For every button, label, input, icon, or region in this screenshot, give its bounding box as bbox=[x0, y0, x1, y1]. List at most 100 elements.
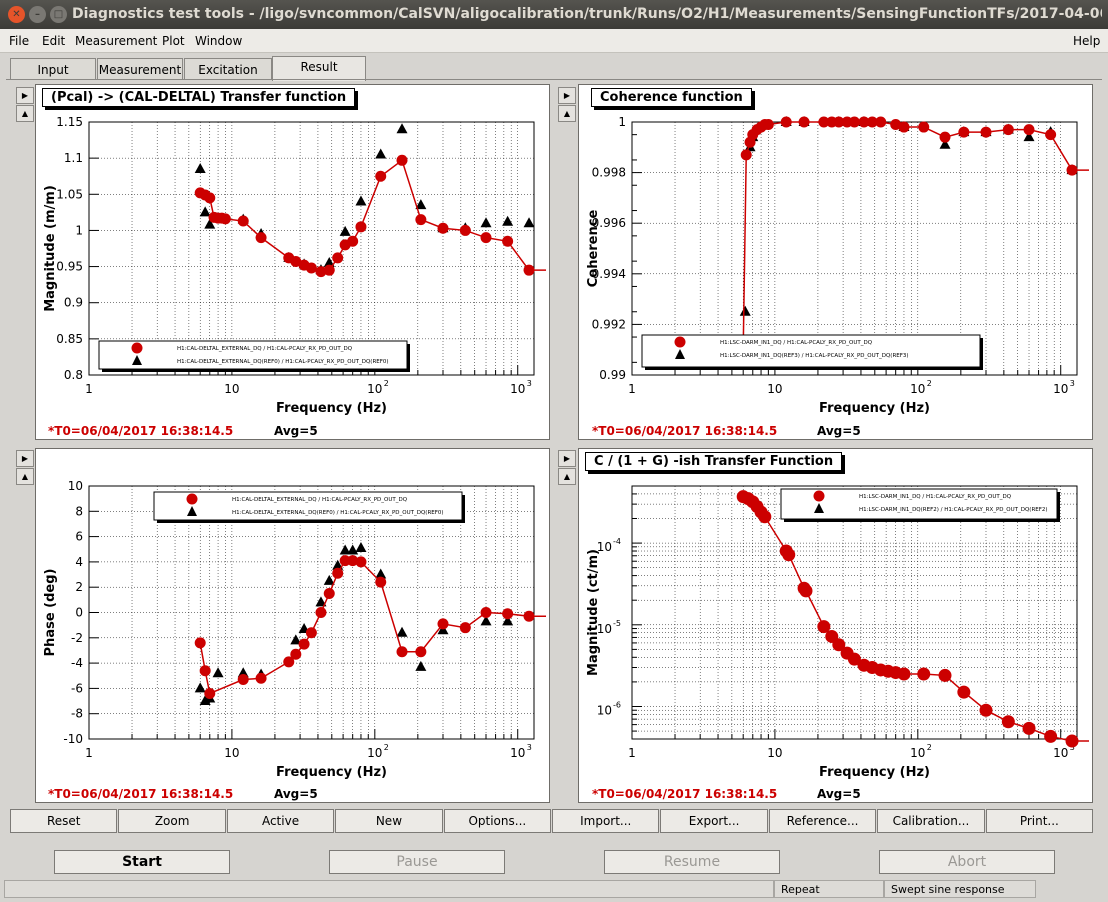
panel-br-right-arrow[interactable]: ▶ bbox=[558, 450, 576, 467]
ref-data-point bbox=[415, 199, 427, 210]
close-icon[interactable]: ✕ bbox=[8, 6, 25, 23]
x-tick-exponent: 3 bbox=[527, 743, 532, 752]
legend-marker-ref bbox=[814, 503, 824, 513]
plot-panel-phase[interactable]: 1 10 10 2 10 3 Frequency (Hz) Phase (deg) 10 8 6 4 2… bbox=[35, 448, 550, 803]
y-tick-label: 0.99 bbox=[599, 368, 626, 382]
panel-bl-up-arrow[interactable]: ▲ bbox=[16, 468, 34, 485]
menu-measurement[interactable]: Measurement bbox=[75, 34, 158, 48]
live-data-point bbox=[890, 119, 902, 131]
reference-button[interactable]: Reference... bbox=[768, 809, 877, 833]
panel-tr-right-arrow[interactable]: ▶ bbox=[558, 87, 576, 104]
ref-data-point bbox=[480, 217, 492, 228]
panel-tl-right-arrow[interactable]: ▶ bbox=[16, 87, 34, 104]
legend-marker-ref bbox=[675, 349, 685, 359]
status-message bbox=[4, 880, 774, 898]
active-button[interactable]: Active bbox=[226, 809, 335, 833]
live-data-point bbox=[939, 131, 951, 143]
avg-count: Avg=5 bbox=[817, 787, 861, 801]
live-data-point bbox=[323, 264, 335, 276]
live-data-point bbox=[255, 672, 267, 684]
start-button[interactable]: Start bbox=[54, 850, 230, 874]
x-tick-exponent: 2 bbox=[384, 379, 389, 388]
live-data-point bbox=[237, 674, 249, 686]
live-data-point bbox=[480, 607, 492, 618]
menu-plot[interactable]: Plot bbox=[162, 34, 185, 48]
live-data-point bbox=[437, 222, 449, 234]
series-line bbox=[199, 559, 530, 695]
x-tick-label: 10 bbox=[224, 382, 239, 396]
panel-bl-right-arrow[interactable]: ▶ bbox=[16, 450, 34, 467]
options-button[interactable]: Options... bbox=[443, 809, 552, 833]
tab-input[interactable]: Input bbox=[10, 58, 96, 80]
avg-count: Avg=5 bbox=[274, 787, 318, 801]
live-data-point bbox=[255, 232, 267, 244]
menu-help[interactable]: Help bbox=[1073, 34, 1101, 48]
series-line bbox=[742, 495, 1073, 742]
ref-data-point bbox=[212, 667, 224, 678]
tab-excitation[interactable]: Excitation bbox=[184, 58, 272, 80]
live-data-point bbox=[523, 264, 535, 276]
panel-tr-up-arrow[interactable]: ▲ bbox=[558, 105, 576, 122]
menu-file[interactable]: File bbox=[9, 34, 30, 48]
ref-data-point bbox=[204, 218, 216, 229]
x-axis-label: Frequency (Hz) bbox=[819, 765, 930, 780]
live-data-point bbox=[1066, 164, 1078, 176]
ref-data-point bbox=[237, 667, 249, 678]
x-tick-exponent: 3 bbox=[1070, 743, 1075, 752]
live-data-point bbox=[1065, 734, 1079, 748]
x-tick-label: 10 bbox=[767, 382, 782, 396]
live-data-point bbox=[459, 224, 471, 236]
panel-br-up-arrow[interactable]: ▲ bbox=[558, 468, 576, 485]
live-data-point bbox=[817, 620, 831, 634]
live-data-point bbox=[355, 556, 367, 568]
live-data-point bbox=[979, 703, 993, 717]
x-tick-label: 10 bbox=[1053, 746, 1068, 760]
export-button[interactable]: Export... bbox=[660, 809, 768, 833]
y-tick-label: 4 bbox=[75, 555, 83, 569]
menu-edit[interactable]: Edit bbox=[42, 34, 66, 48]
legend-label: H1:CAL-DELTAL_EXTERNAL_DQ(REF0) / H1:CAL… bbox=[177, 359, 389, 365]
reset-button[interactable]: Reset bbox=[10, 809, 118, 833]
plot-panel-cg[interactable]: 1 10 10 2 10 3 Frequency (Hz) Magnitude (ct/m) 1… bbox=[578, 448, 1093, 803]
calibration-button[interactable]: Calibration... bbox=[877, 809, 985, 833]
y-axis-label: Phase (deg) bbox=[43, 569, 58, 657]
plot-panel-coherence[interactable]: 1 10 10 2 10 3 Frequency (Hz) Coherence 1 0.998 0.… bbox=[578, 84, 1093, 440]
live-data-point bbox=[1044, 729, 1058, 743]
y-tick-exponent: -6 bbox=[613, 700, 621, 709]
resume-button[interactable]: Resume bbox=[604, 850, 780, 874]
x-tick-exponent: 3 bbox=[527, 379, 532, 388]
print-button[interactable]: Print... bbox=[985, 809, 1094, 833]
legend-label: H1:CAL-DELTAL_EXTERNAL_DQ(REF0) / H1:CAL… bbox=[232, 510, 444, 516]
minimize-icon[interactable]: – bbox=[29, 6, 46, 23]
panel-tl-up-arrow[interactable]: ▲ bbox=[16, 105, 34, 122]
x-tick-label: 10 bbox=[367, 746, 382, 760]
import-button[interactable]: Import... bbox=[552, 809, 660, 833]
legend-marker-ref bbox=[187, 506, 197, 516]
pause-button[interactable]: Pause bbox=[329, 850, 505, 874]
live-data-point bbox=[502, 235, 514, 247]
zoom-button[interactable]: Zoom bbox=[118, 809, 226, 833]
abort-button[interactable]: Abort bbox=[879, 850, 1055, 874]
new-button[interactable]: New bbox=[335, 809, 443, 833]
live-data-point bbox=[315, 607, 327, 618]
x-axis-label: Frequency (Hz) bbox=[276, 765, 387, 780]
tab-result[interactable]: Result bbox=[272, 56, 366, 81]
action-button-row: Reset Zoom Active New Options... Import.… bbox=[10, 809, 1094, 833]
ref-data-point bbox=[523, 217, 535, 228]
y-tick-label: 0.998 bbox=[592, 166, 626, 180]
live-data-point bbox=[298, 638, 310, 650]
menu-window[interactable]: Window bbox=[195, 34, 243, 48]
plot-panel-magnitude[interactable]: 1 10 10 2 10 3 Frequency (Hz) Magnitude (m/m) 1.… bbox=[35, 84, 550, 440]
ref-data-point bbox=[290, 634, 302, 645]
plot-frame bbox=[88, 485, 535, 740]
live-data-point bbox=[204, 687, 216, 699]
live-data-point bbox=[283, 656, 295, 668]
maximize-icon[interactable]: □ bbox=[50, 6, 67, 23]
legend-marker-live bbox=[186, 493, 198, 505]
tab-measurement[interactable]: Measurement bbox=[97, 58, 183, 80]
x-tick-label: 10 bbox=[910, 746, 925, 760]
